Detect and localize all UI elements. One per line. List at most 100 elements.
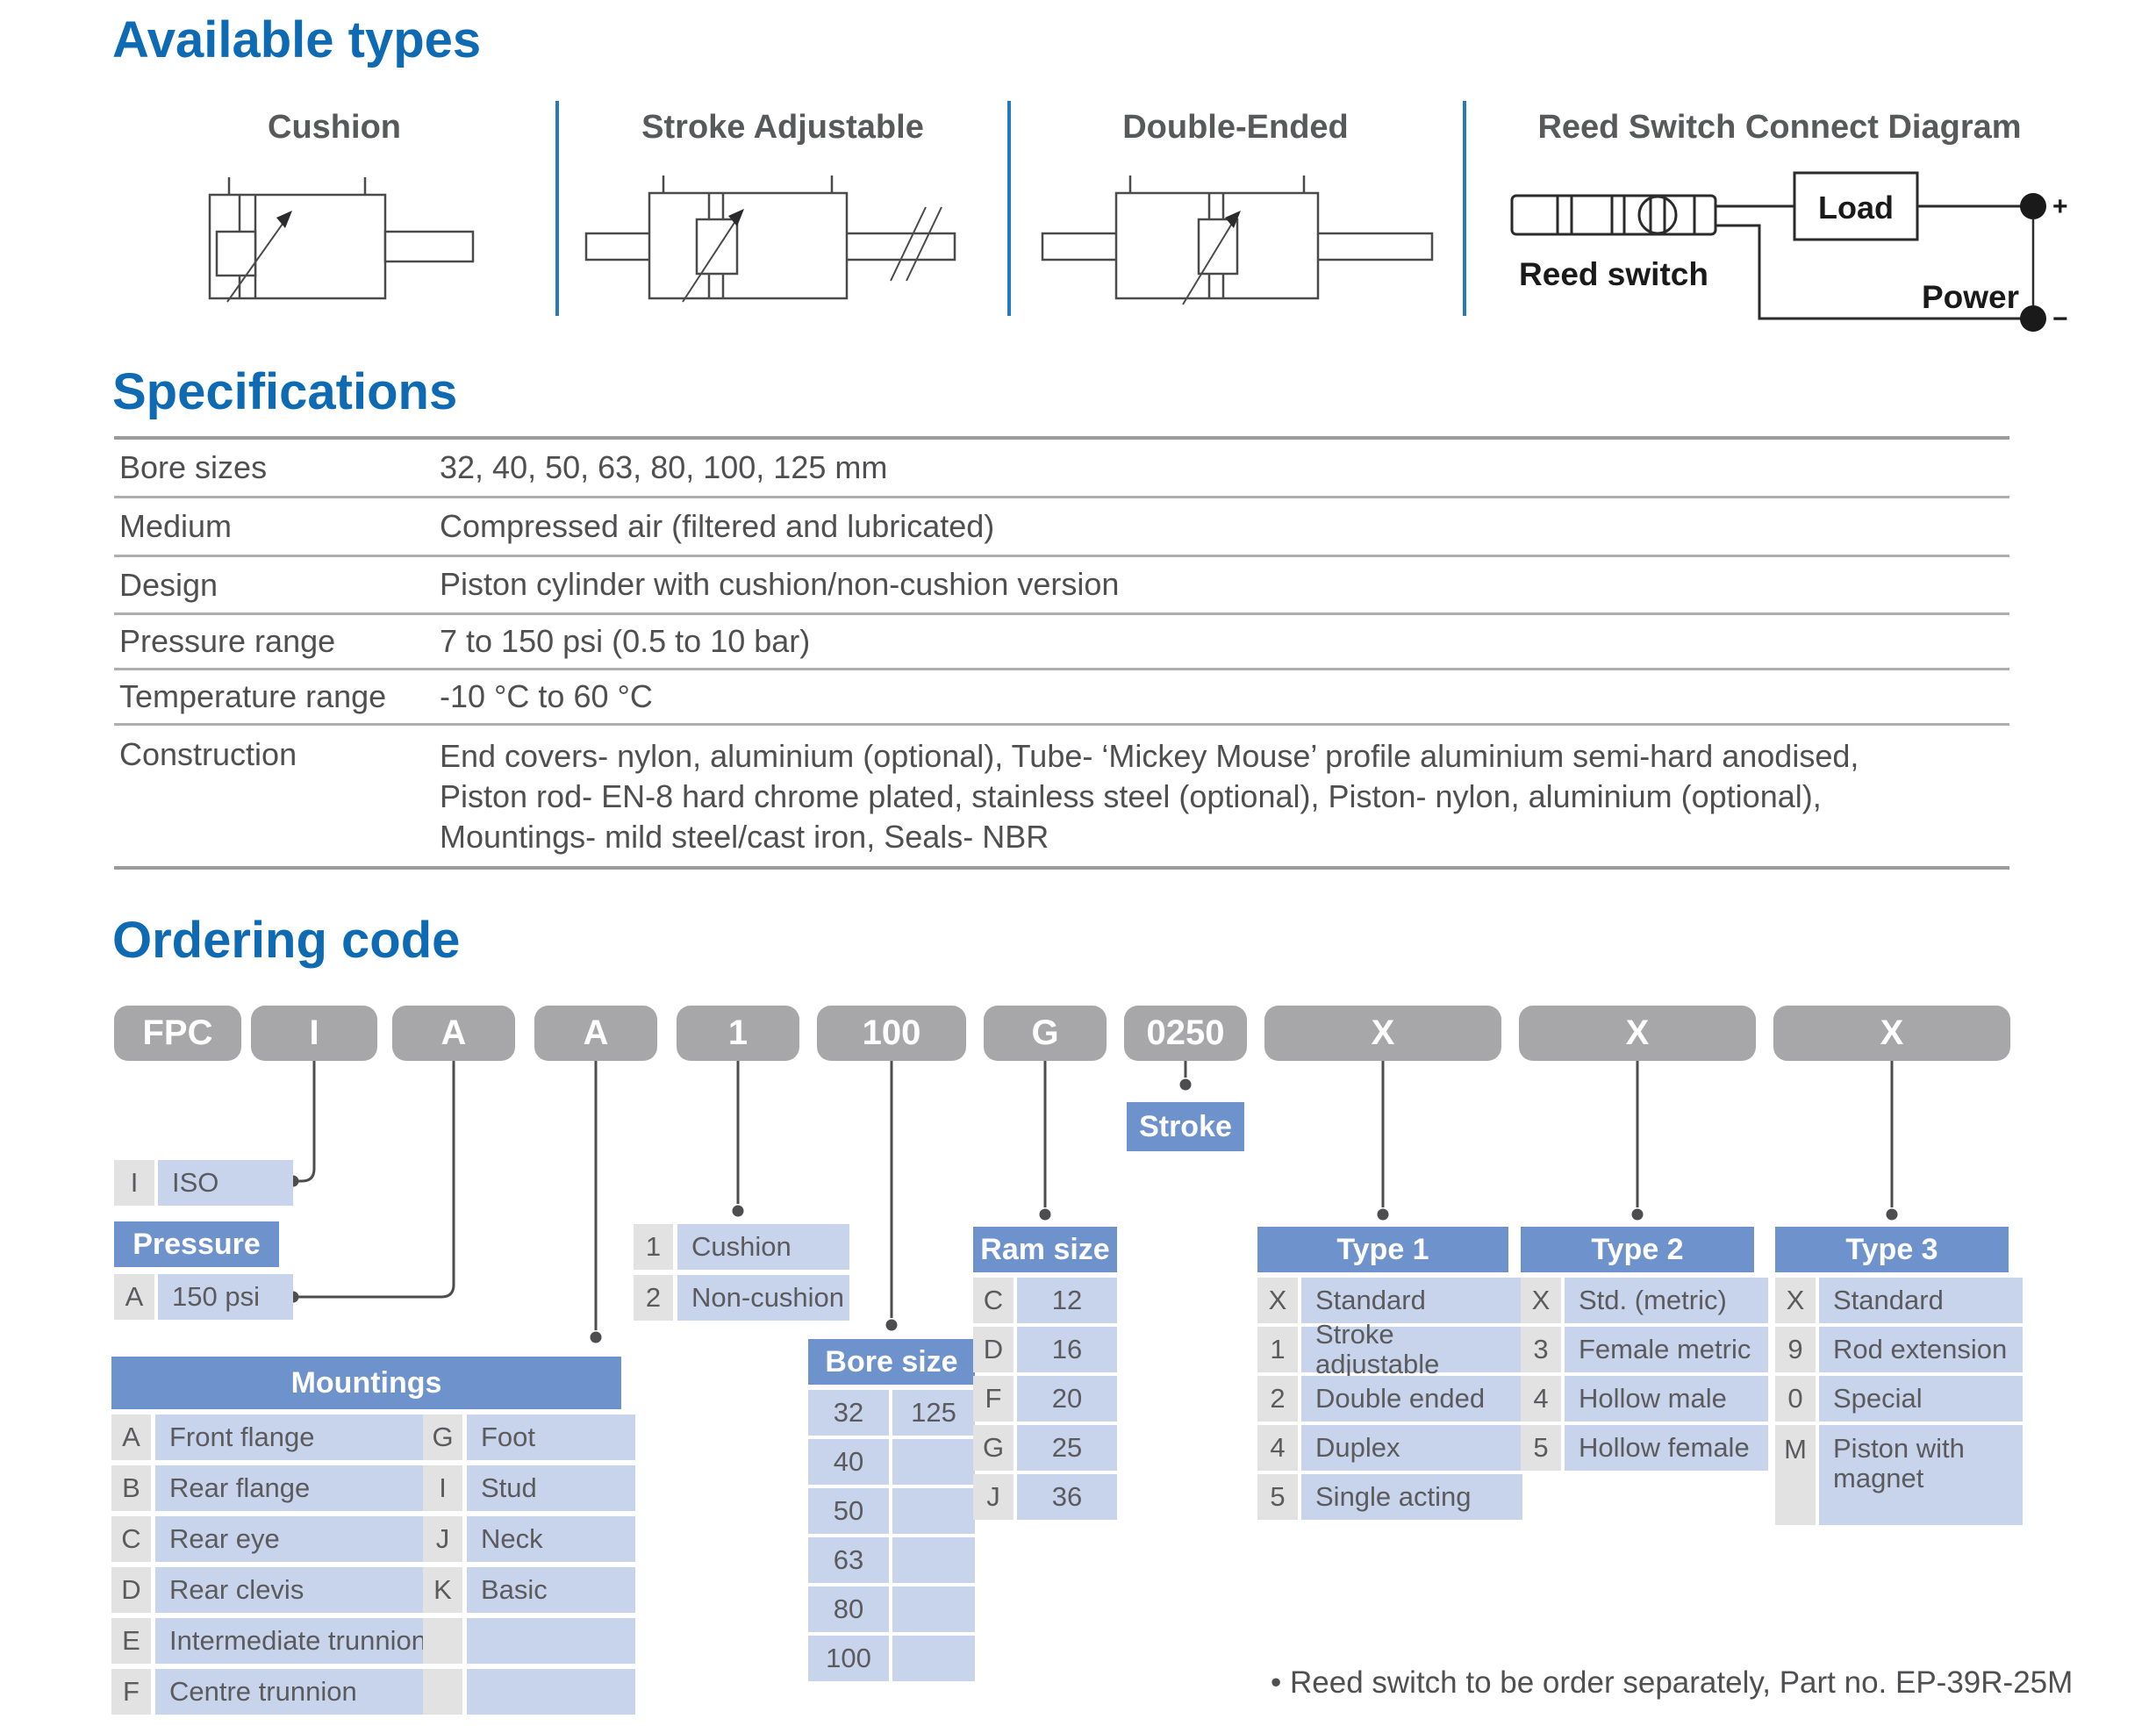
type3-key: X (1775, 1278, 1816, 1323)
spec-value: Compressed air (filtered and lubricated) (440, 507, 995, 544)
stroke-adjustable-cylinder-diagram (584, 175, 956, 303)
type1-key: 4 (1257, 1425, 1298, 1471)
type1-value: Duplex (1301, 1425, 1522, 1471)
mountings-table-header: Mountings (111, 1357, 621, 1409)
type2-value: Hollow male (1565, 1376, 1768, 1422)
mountings-value (467, 1669, 635, 1715)
mountings-key (423, 1669, 462, 1715)
spec-value: -10 °C to 60 °C (440, 677, 653, 714)
connector-dot-cushion (732, 1205, 744, 1217)
ram-size-key: J (973, 1474, 1014, 1520)
divider (555, 101, 559, 316)
type-label-reed-switch-diagram: Reed Switch Connect Diagram (1537, 109, 2022, 146)
footnote: • Reed switch to be order separately, Pa… (1271, 1665, 2073, 1701)
spec-row-design: Design Piston cylinder with cushion/non-… (114, 555, 2009, 612)
ram-size-value: 12 (1017, 1278, 1117, 1323)
divider (1007, 101, 1011, 316)
type-label-cushion: Cushion (268, 109, 401, 146)
spec-value: Piston cylinder with cushion/non-cushion… (440, 566, 1120, 603)
spec-row-pressure-range: Pressure range 7 to 150 psi (0.5 to 10 b… (114, 612, 2009, 668)
type3-key: 0 (1775, 1376, 1816, 1422)
bore-size-value (892, 1488, 975, 1534)
type2-table-header: Type 2 (1521, 1227, 1754, 1272)
mountings-key: G (423, 1414, 462, 1460)
spec-label: Temperature range (119, 678, 387, 714)
mountings-key: D (111, 1567, 151, 1613)
type2-key: 4 (1521, 1376, 1561, 1422)
bore-size-value: 100 (808, 1636, 889, 1681)
reed-switch-connect-diagram: Load Reed switch Power + − (1510, 171, 2068, 333)
bore-size-value: 80 (808, 1586, 889, 1632)
type2-key: 3 (1521, 1327, 1561, 1372)
bullet-icon: • (1271, 1665, 1282, 1700)
type2-value: Female metric (1565, 1327, 1768, 1372)
iso-key-cell: I (114, 1160, 154, 1206)
mountings-value: Front flange (155, 1414, 433, 1460)
ram-size-key: C (973, 1278, 1014, 1323)
code-box-stroke: 0250 (1124, 1006, 1247, 1061)
stroke-label-box: Stroke (1127, 1102, 1244, 1151)
spec-value: End covers- nylon, aluminium (optional),… (440, 738, 1859, 856)
power-minus-node (2020, 305, 2046, 332)
power-label: Power (1922, 279, 2019, 315)
mountings-value: Neck (467, 1516, 635, 1562)
pressure-key-cell: A (114, 1274, 154, 1320)
minus-sign: − (2052, 304, 2068, 333)
mountings-key: J (423, 1516, 462, 1562)
code-box-series: FPC (114, 1006, 241, 1061)
mountings-value: Rear eye (155, 1516, 433, 1562)
adjust-arrow-head (1225, 211, 1241, 228)
ordering-code-title: Ordering code (112, 912, 461, 969)
spec-row-bore-sizes: Bore sizes 32, 40, 50, 63, 80, 100, 125 … (114, 436, 2009, 496)
type3-table-header: Type 3 (1775, 1227, 2009, 1272)
ram-size-key: G (973, 1425, 1014, 1471)
available-types-title: Available types (112, 11, 482, 68)
mountings-key: C (111, 1516, 151, 1562)
power-plus-node (2020, 193, 2046, 219)
pressure-table-header: Pressure (114, 1221, 279, 1267)
type1-value: Single acting (1301, 1474, 1522, 1520)
ram-size-value: 20 (1017, 1376, 1117, 1422)
mountings-value: Basic (467, 1567, 635, 1613)
type1-table-header: Type 1 (1257, 1227, 1508, 1272)
code-box-pressure: A (392, 1006, 515, 1061)
mountings-key: A (111, 1414, 151, 1460)
mountings-key: K (423, 1567, 462, 1613)
plus-sign: + (2052, 192, 2068, 221)
type-label-stroke-adjustable: Stroke Adjustable (641, 109, 924, 146)
type1-key: 2 (1257, 1376, 1298, 1422)
spec-row-temperature-range: Temperature range -10 °C to 60 °C (114, 668, 2009, 723)
spec-label: Bore sizes (119, 449, 268, 485)
footnote-text: Reed switch to be order separately, Part… (1290, 1665, 2074, 1700)
type2-value: Std. (metric) (1565, 1278, 1768, 1323)
code-box-standard: I (251, 1006, 377, 1061)
iso-value-cell: ISO (158, 1160, 293, 1206)
type2-key: 5 (1521, 1425, 1561, 1471)
double-ended-cylinder-diagram (1041, 175, 1434, 305)
cushion-value: Cushion (677, 1224, 849, 1270)
mountings-value (467, 1618, 635, 1664)
type1-key: 5 (1257, 1474, 1298, 1520)
type1-value: Stroke adjustable (1301, 1319, 1522, 1379)
code-box-bore: 100 (817, 1006, 966, 1061)
ram-size-key: F (973, 1376, 1014, 1422)
type3-value: Piston with magnet (1819, 1425, 2023, 1525)
ram-size-table-header: Ram size (973, 1227, 1117, 1272)
type3-value: Standard (1819, 1278, 2023, 1323)
type3-key: 9 (1775, 1327, 1816, 1372)
pressure-value-cell: 150 psi (158, 1274, 293, 1320)
spec-label: Medium (119, 508, 233, 544)
reed-switch-label: Reed switch (1519, 256, 1708, 292)
bore-size-value: 63 (808, 1537, 889, 1583)
divider (1463, 101, 1466, 316)
ram-size-key: D (973, 1327, 1014, 1372)
ram-size-value: 25 (1017, 1425, 1117, 1471)
type1-key: X (1257, 1278, 1298, 1323)
ram-size-value: 16 (1017, 1327, 1117, 1372)
mountings-value: Rear clevis (155, 1567, 433, 1613)
type-label-double-ended: Double-Ended (1122, 109, 1349, 146)
cushion-key: 1 (634, 1224, 673, 1270)
bore-size-value: 40 (808, 1439, 889, 1485)
bore-size-value (892, 1636, 975, 1681)
